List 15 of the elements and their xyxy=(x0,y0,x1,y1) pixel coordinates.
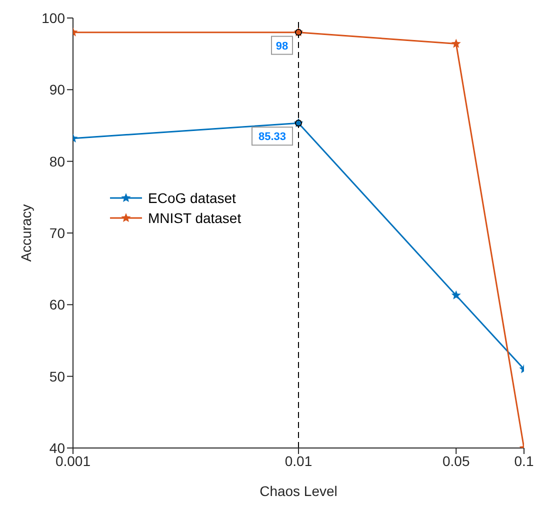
y-tick-label: 70 xyxy=(49,224,66,241)
y-tick-label: 100 xyxy=(42,10,66,26)
x-tick-label: 0.1 xyxy=(514,452,534,469)
x-tick-label: 0.05 xyxy=(442,452,470,469)
y-tick-label: 90 xyxy=(49,82,66,98)
x-axis-title: Chaos Level xyxy=(260,483,338,499)
y-tick-label: 50 xyxy=(49,368,66,384)
y-tick-label: 80 xyxy=(49,153,66,170)
y-axis-title: Accuracy xyxy=(18,204,34,262)
legend-label: ECoG dataset xyxy=(148,190,236,206)
legend-label: MNIST dataset xyxy=(148,210,242,226)
x-tick-label: 0.01 xyxy=(284,452,312,469)
annotation: 85.33 xyxy=(258,131,286,144)
annotation: 98 xyxy=(276,40,288,52)
y-tick-label: 60 xyxy=(49,296,66,313)
